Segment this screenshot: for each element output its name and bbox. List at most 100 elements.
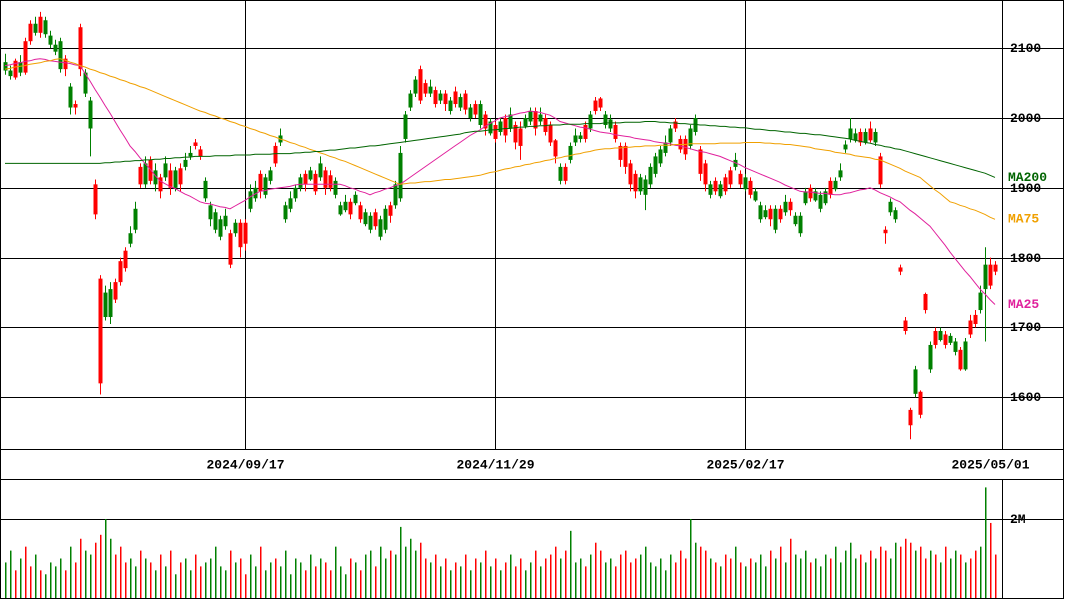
candle-body bbox=[263, 177, 268, 195]
candle-body bbox=[988, 264, 993, 286]
volume-bar bbox=[965, 562, 967, 598]
candle-body bbox=[753, 191, 758, 201]
volume-bar bbox=[75, 562, 77, 598]
volume-bar bbox=[950, 558, 952, 598]
volume-bar bbox=[280, 566, 282, 598]
volume-bar bbox=[15, 570, 17, 598]
candle-body bbox=[88, 100, 93, 129]
candle-body bbox=[293, 187, 298, 199]
candle-body bbox=[953, 341, 958, 352]
candle-body bbox=[498, 121, 503, 132]
volume-bar bbox=[765, 566, 767, 598]
candle-body bbox=[483, 114, 488, 129]
volume-bar bbox=[615, 566, 617, 598]
candle-body bbox=[368, 215, 373, 230]
volume-bar bbox=[400, 526, 402, 598]
candle-body bbox=[408, 93, 413, 108]
candle-body bbox=[23, 41, 28, 73]
volume-bar bbox=[575, 562, 577, 598]
candle-body bbox=[738, 173, 743, 185]
volume-bar bbox=[815, 558, 817, 598]
candle-body bbox=[963, 341, 968, 370]
volume-bar bbox=[970, 558, 972, 598]
candle-body bbox=[918, 391, 923, 415]
candle-body bbox=[93, 184, 98, 215]
volume-bar bbox=[650, 562, 652, 598]
volume-bar bbox=[265, 570, 267, 598]
volume-bar bbox=[920, 546, 922, 598]
candle-body bbox=[83, 72, 88, 94]
volume-bar bbox=[155, 570, 157, 598]
legend-label: MA200 bbox=[1008, 170, 1047, 185]
candle-body bbox=[933, 330, 938, 345]
candle-body bbox=[928, 344, 933, 370]
candle-body bbox=[383, 208, 388, 230]
candle-body bbox=[238, 222, 243, 248]
volume-tick-label: 2M bbox=[1010, 512, 1026, 527]
candle-body bbox=[628, 163, 633, 185]
candle-body bbox=[13, 60, 18, 78]
volume-bar bbox=[530, 562, 532, 598]
volume-bar bbox=[430, 562, 432, 598]
candle-body bbox=[168, 170, 173, 188]
candle-body bbox=[193, 142, 198, 146]
candle-body bbox=[913, 369, 918, 394]
volume-bar bbox=[90, 554, 92, 598]
volume-bar bbox=[270, 562, 272, 598]
volume-bar bbox=[585, 566, 587, 598]
candle-body bbox=[403, 114, 408, 139]
volume-bar bbox=[130, 558, 132, 598]
candle-body bbox=[73, 104, 78, 108]
volume-bar bbox=[120, 546, 122, 598]
candle-body bbox=[313, 173, 318, 192]
candle-body bbox=[308, 170, 313, 180]
volume-bar bbox=[505, 562, 507, 598]
candle-body bbox=[633, 173, 638, 192]
volume-bar bbox=[395, 554, 397, 598]
candle-body bbox=[673, 121, 678, 129]
candle-body bbox=[98, 278, 103, 384]
volume-bar bbox=[835, 546, 837, 598]
candle-body bbox=[983, 264, 988, 290]
volume-bar bbox=[855, 558, 857, 598]
candle-body bbox=[803, 191, 808, 204]
volume-bar bbox=[165, 566, 167, 598]
volume-bar bbox=[730, 558, 732, 598]
volume-bar bbox=[475, 558, 477, 598]
candle-body bbox=[843, 144, 848, 150]
volume-bar bbox=[305, 570, 307, 598]
candle-body bbox=[393, 184, 398, 206]
candle-body bbox=[3, 62, 8, 71]
candle-body bbox=[28, 23, 33, 42]
candle-body bbox=[413, 79, 418, 94]
volume-bar bbox=[55, 566, 57, 598]
volume-bar bbox=[750, 558, 752, 598]
volume-bar bbox=[785, 562, 787, 598]
volume-bar bbox=[805, 550, 807, 598]
volume-bar bbox=[705, 550, 707, 598]
volume-bar bbox=[630, 562, 632, 598]
candle-body bbox=[468, 107, 473, 119]
candle-body bbox=[538, 114, 543, 122]
volume-bar bbox=[160, 554, 162, 598]
candle-body bbox=[58, 41, 63, 70]
candle-body bbox=[973, 314, 978, 325]
volume-bar bbox=[905, 538, 907, 598]
volume-bar bbox=[670, 554, 672, 598]
candle-body bbox=[433, 90, 438, 105]
candle-body bbox=[668, 128, 673, 143]
volume-bar bbox=[175, 574, 177, 598]
y-tick-label: 1900 bbox=[1010, 181, 1041, 196]
volume-bar bbox=[315, 566, 317, 598]
volume-bar bbox=[420, 542, 422, 598]
volume-bar bbox=[685, 558, 687, 598]
volume-bar bbox=[655, 566, 657, 598]
volume-bar bbox=[860, 554, 862, 598]
candle-body bbox=[813, 191, 818, 201]
candle-body bbox=[563, 166, 568, 181]
candle-body bbox=[243, 222, 248, 244]
volume-bar bbox=[230, 550, 232, 598]
candle-body bbox=[993, 264, 998, 272]
volume-bar bbox=[105, 519, 107, 598]
candle-body bbox=[493, 124, 498, 139]
